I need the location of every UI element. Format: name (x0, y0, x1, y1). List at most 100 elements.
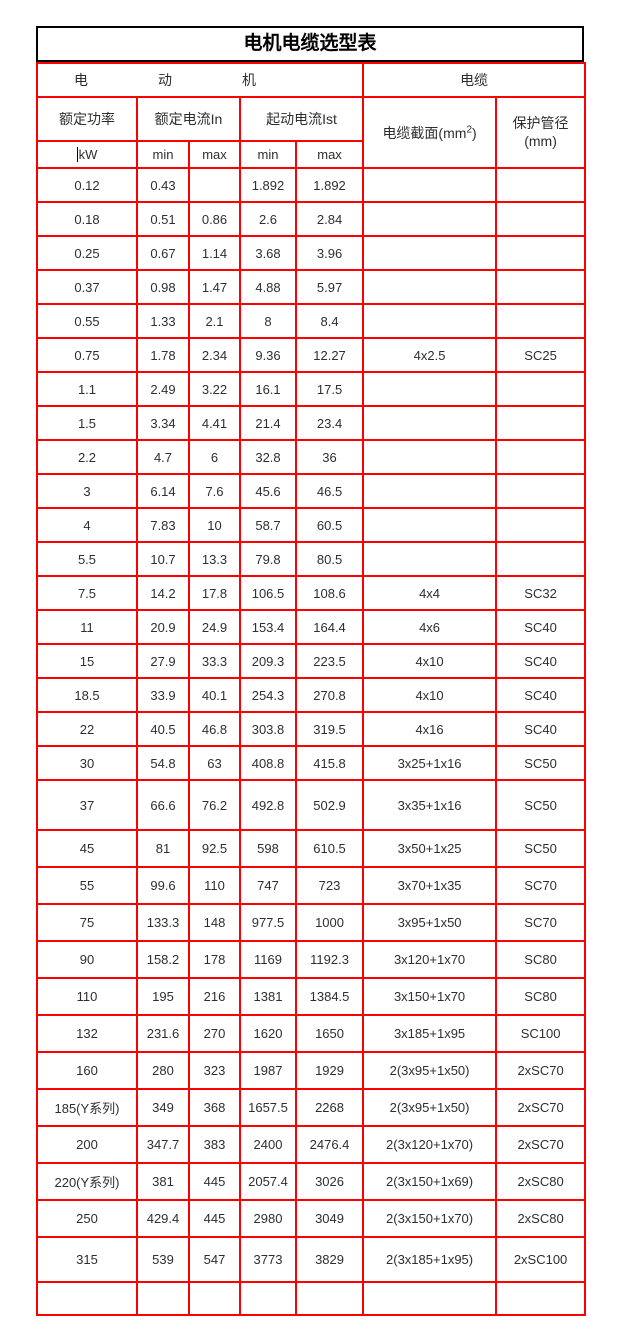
table-cell[interactable]: 4x10 (362, 643, 498, 679)
header-ist-max[interactable]: max (294, 140, 365, 169)
table-cell[interactable]: 323 (188, 1051, 241, 1090)
table-cell[interactable] (495, 235, 587, 271)
table-cell[interactable] (362, 303, 498, 339)
table-cell[interactable]: 2980 (239, 1199, 297, 1238)
table-cell[interactable]: 1987 (239, 1051, 297, 1090)
table-cell[interactable]: 80.5 (294, 541, 365, 577)
table-cell[interactable]: 17.8 (188, 575, 241, 611)
table-cell[interactable]: 1.33 (136, 303, 190, 339)
table-cell[interactable]: 99.6 (136, 866, 190, 905)
table-cell[interactable]: 46.5 (294, 473, 365, 509)
header-conduit[interactable]: 保护管径 (mm) (495, 96, 587, 169)
table-cell[interactable]: 3.34 (136, 405, 190, 441)
table-cell[interactable]: 3x50+1x25 (362, 829, 498, 868)
table-cell[interactable]: 270 (188, 1014, 241, 1053)
table-cell[interactable] (362, 541, 498, 577)
table-cell[interactable] (362, 1281, 498, 1316)
table-cell[interactable]: 368 (188, 1088, 241, 1127)
table-cell[interactable]: 2xSC70 (495, 1051, 587, 1090)
table-cell[interactable]: 11 (36, 609, 138, 645)
table-cell[interactable]: SC40 (495, 677, 587, 713)
table-cell[interactable] (362, 371, 498, 407)
table-cell[interactable] (495, 303, 587, 339)
table-cell[interactable]: 315 (36, 1236, 138, 1283)
table-cell[interactable]: 3829 (294, 1236, 365, 1283)
table-cell[interactable]: 2.34 (188, 337, 241, 373)
table-cell[interactable] (495, 541, 587, 577)
table-cell[interactable]: 10 (188, 507, 241, 543)
table-cell[interactable] (362, 439, 498, 475)
table-cell[interactable] (495, 405, 587, 441)
table-cell[interactable]: 12.27 (294, 337, 365, 373)
header-rated-power[interactable]: 额定功率 (36, 96, 138, 142)
table-cell[interactable]: 2xSC70 (495, 1088, 587, 1127)
page-title[interactable]: 电机电缆选型表 (36, 26, 584, 62)
table-cell[interactable] (495, 1281, 587, 1316)
table-cell[interactable]: 1.892 (294, 167, 365, 203)
table-cell[interactable]: 2057.4 (239, 1162, 297, 1201)
table-cell[interactable]: 58.7 (239, 507, 297, 543)
table-cell[interactable] (495, 269, 587, 305)
table-cell[interactable]: 0.98 (136, 269, 190, 305)
table-cell[interactable]: 16.1 (239, 371, 297, 407)
table-cell[interactable]: SC50 (495, 745, 587, 781)
table-cell[interactable]: 1929 (294, 1051, 365, 1090)
table-cell[interactable]: 63 (188, 745, 241, 781)
table-cell[interactable] (495, 167, 587, 203)
table-cell[interactable]: 21.4 (239, 405, 297, 441)
table-cell[interactable]: 110 (36, 977, 138, 1016)
header-in-min[interactable]: min (136, 140, 190, 169)
table-cell[interactable]: 15 (36, 643, 138, 679)
table-cell[interactable]: 7.5 (36, 575, 138, 611)
table-cell[interactable]: 200 (36, 1125, 138, 1164)
table-cell[interactable]: 22 (36, 711, 138, 747)
table-cell[interactable]: 195 (136, 977, 190, 1016)
table-cell[interactable]: 3x150+1x70 (362, 977, 498, 1016)
table-cell[interactable] (362, 235, 498, 271)
table-cell[interactable]: 429.4 (136, 1199, 190, 1238)
table-cell[interactable]: 1384.5 (294, 977, 365, 1016)
table-cell[interactable]: 223.5 (294, 643, 365, 679)
table-cell[interactable]: 445 (188, 1162, 241, 1201)
table-cell[interactable]: 0.75 (36, 337, 138, 373)
table-cell[interactable]: 46.8 (188, 711, 241, 747)
table-cell[interactable]: 160 (36, 1051, 138, 1090)
table-cell[interactable]: 4x4 (362, 575, 498, 611)
table-cell[interactable]: 8 (239, 303, 297, 339)
table-cell[interactable]: 0.86 (188, 201, 241, 237)
table-cell[interactable]: 1.1 (36, 371, 138, 407)
table-cell[interactable] (362, 269, 498, 305)
table-cell[interactable]: 164.4 (294, 609, 365, 645)
table-cell[interactable] (136, 1281, 190, 1316)
table-cell[interactable]: 723 (294, 866, 365, 905)
table-cell[interactable]: 1620 (239, 1014, 297, 1053)
table-cell[interactable] (495, 371, 587, 407)
table-cell[interactable] (495, 473, 587, 509)
header-rated-current[interactable]: 额定电流In (136, 96, 241, 142)
table-cell[interactable] (495, 439, 587, 475)
table-cell[interactable]: 4.88 (239, 269, 297, 305)
table-cell[interactable]: 445 (188, 1199, 241, 1238)
table-cell[interactable]: SC80 (495, 940, 587, 979)
table-cell[interactable]: 4 (36, 507, 138, 543)
table-cell[interactable]: 349 (136, 1088, 190, 1127)
table-cell[interactable]: 2.49 (136, 371, 190, 407)
table-cell[interactable]: 10.7 (136, 541, 190, 577)
table-cell[interactable] (362, 405, 498, 441)
table-cell[interactable]: 1169 (239, 940, 297, 979)
table-cell[interactable]: 185(Y系列) (36, 1088, 138, 1127)
table-cell[interactable]: 133.3 (136, 903, 190, 942)
table-cell[interactable]: SC32 (495, 575, 587, 611)
table-cell[interactable]: 3x35+1x16 (362, 779, 498, 831)
table-cell[interactable]: SC50 (495, 779, 587, 831)
table-cell[interactable]: 3x95+1x50 (362, 903, 498, 942)
table-cell[interactable]: SC40 (495, 711, 587, 747)
table-cell[interactable]: 55 (36, 866, 138, 905)
table-cell[interactable]: 231.6 (136, 1014, 190, 1053)
table-cell[interactable]: 66.6 (136, 779, 190, 831)
table-cell[interactable]: 2(3x150+1x69) (362, 1162, 498, 1201)
table-cell[interactable]: 319.5 (294, 711, 365, 747)
table-cell[interactable]: 216 (188, 977, 241, 1016)
table-cell[interactable]: 2476.4 (294, 1125, 365, 1164)
table-cell[interactable]: 254.3 (239, 677, 297, 713)
